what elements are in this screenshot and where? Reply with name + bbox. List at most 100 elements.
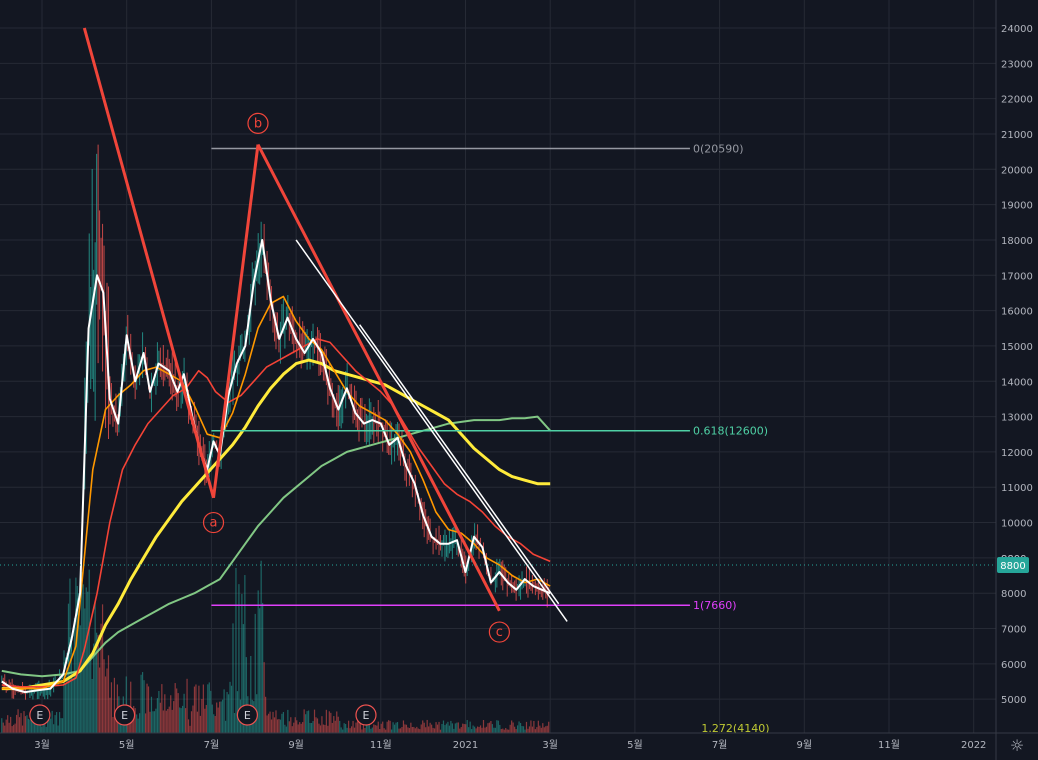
volume-bar bbox=[281, 713, 283, 733]
volume-bar bbox=[533, 720, 535, 733]
volume-bar bbox=[496, 720, 498, 733]
volume-bar bbox=[479, 725, 482, 733]
volume-bar bbox=[53, 724, 55, 733]
volume-bar bbox=[131, 715, 133, 733]
volume-bar bbox=[382, 721, 384, 733]
volume-bar bbox=[91, 678, 93, 733]
volume-bar bbox=[269, 711, 271, 733]
volume-bar bbox=[365, 722, 368, 733]
volume-bar bbox=[321, 716, 323, 733]
volume-bar bbox=[515, 729, 517, 733]
volume-bar bbox=[536, 727, 538, 733]
volume-bar bbox=[285, 726, 287, 733]
volume-bar bbox=[226, 691, 228, 733]
volume-bar bbox=[339, 720, 341, 733]
volume-bar bbox=[263, 662, 265, 733]
gear-icon[interactable]: ☼ bbox=[1009, 736, 1025, 755]
volume-bar bbox=[50, 718, 52, 733]
current-price-tag bbox=[997, 556, 1029, 573]
volume-bar bbox=[494, 727, 496, 733]
volume-bar bbox=[161, 684, 163, 733]
volume-bar bbox=[313, 709, 316, 733]
fib-levels: 0(20590) 0.618(12600) 1(7660) 1.272(4140) bbox=[211, 142, 770, 735]
volume-bar bbox=[508, 729, 510, 733]
fib-level-label: 0(20590) bbox=[693, 142, 744, 155]
volume-bar bbox=[328, 711, 330, 733]
volume-bar bbox=[97, 634, 99, 733]
volume-bar bbox=[183, 693, 185, 733]
volume-bar bbox=[528, 726, 531, 733]
y-tick-label: 15000 bbox=[1001, 342, 1033, 353]
x-tick-label: 2022 bbox=[961, 740, 986, 751]
volume-bar bbox=[352, 720, 354, 733]
volume-bar bbox=[72, 677, 74, 733]
volume-bar bbox=[370, 728, 372, 733]
volume-bar bbox=[14, 723, 16, 733]
volume-bar bbox=[29, 719, 31, 733]
volume-bar bbox=[284, 724, 286, 733]
volume-bar bbox=[445, 723, 448, 733]
volume-bar bbox=[177, 693, 179, 733]
volume-bar bbox=[525, 721, 528, 733]
volume-bar bbox=[152, 711, 154, 733]
y-tick-label: 16000 bbox=[1001, 307, 1033, 318]
volume-bar bbox=[238, 584, 240, 733]
volume-bar bbox=[371, 727, 373, 733]
volume-bar bbox=[521, 726, 523, 733]
volume-bar bbox=[199, 715, 201, 733]
volume-bar bbox=[273, 717, 276, 733]
volume-bar bbox=[511, 720, 513, 733]
volume-bar bbox=[144, 713, 147, 733]
volume-bar bbox=[393, 724, 396, 733]
volume-bar bbox=[429, 722, 431, 733]
volume-bar bbox=[192, 705, 194, 733]
volume-bar bbox=[260, 560, 262, 733]
volume-bar bbox=[57, 725, 59, 733]
volume-bar bbox=[241, 593, 243, 733]
volume-bar bbox=[474, 726, 476, 733]
volume-bar bbox=[45, 726, 47, 733]
volume-bar bbox=[459, 728, 461, 733]
volume-bar bbox=[453, 728, 455, 733]
volume-bar bbox=[139, 713, 141, 733]
volume-bar bbox=[278, 718, 280, 733]
y-tick-label: 24000 bbox=[1001, 24, 1033, 35]
moving-averages bbox=[1, 239, 551, 694]
volume-bar bbox=[315, 717, 317, 733]
volume-bar bbox=[184, 708, 187, 733]
volume-bar bbox=[390, 729, 393, 733]
volume-bar bbox=[385, 729, 387, 733]
x-tick-label: 9월 bbox=[797, 739, 813, 751]
volume-bar bbox=[213, 714, 215, 733]
volume-bar bbox=[272, 711, 274, 733]
volume-bar bbox=[383, 728, 385, 733]
volume-bar bbox=[469, 721, 471, 733]
volume-bar bbox=[90, 656, 92, 733]
volume-bar bbox=[26, 715, 28, 733]
volume-bar bbox=[435, 722, 437, 733]
ma-slow-line bbox=[1, 358, 551, 691]
y-tick-label: 12000 bbox=[1001, 448, 1033, 459]
volume-bar bbox=[388, 720, 390, 733]
volume-bar bbox=[358, 719, 360, 733]
volume-bar bbox=[159, 702, 161, 733]
volume-bar bbox=[485, 726, 488, 733]
volume-bar bbox=[340, 727, 342, 733]
volume-bar bbox=[451, 723, 453, 733]
volume-bar bbox=[180, 708, 182, 733]
volume-bar bbox=[208, 682, 210, 733]
volume-bar bbox=[367, 722, 369, 733]
volume-bar bbox=[475, 728, 477, 733]
volume-bar bbox=[204, 708, 206, 733]
volume-bar bbox=[291, 726, 293, 733]
volume-bar bbox=[534, 729, 536, 733]
volume-bar bbox=[79, 625, 81, 733]
volume-bar bbox=[107, 655, 110, 733]
volume-bar bbox=[18, 717, 21, 733]
earnings-label: E bbox=[121, 709, 128, 722]
volume-bar bbox=[395, 722, 397, 733]
volume-bar bbox=[309, 722, 311, 733]
earnings-marker bbox=[29, 704, 51, 726]
